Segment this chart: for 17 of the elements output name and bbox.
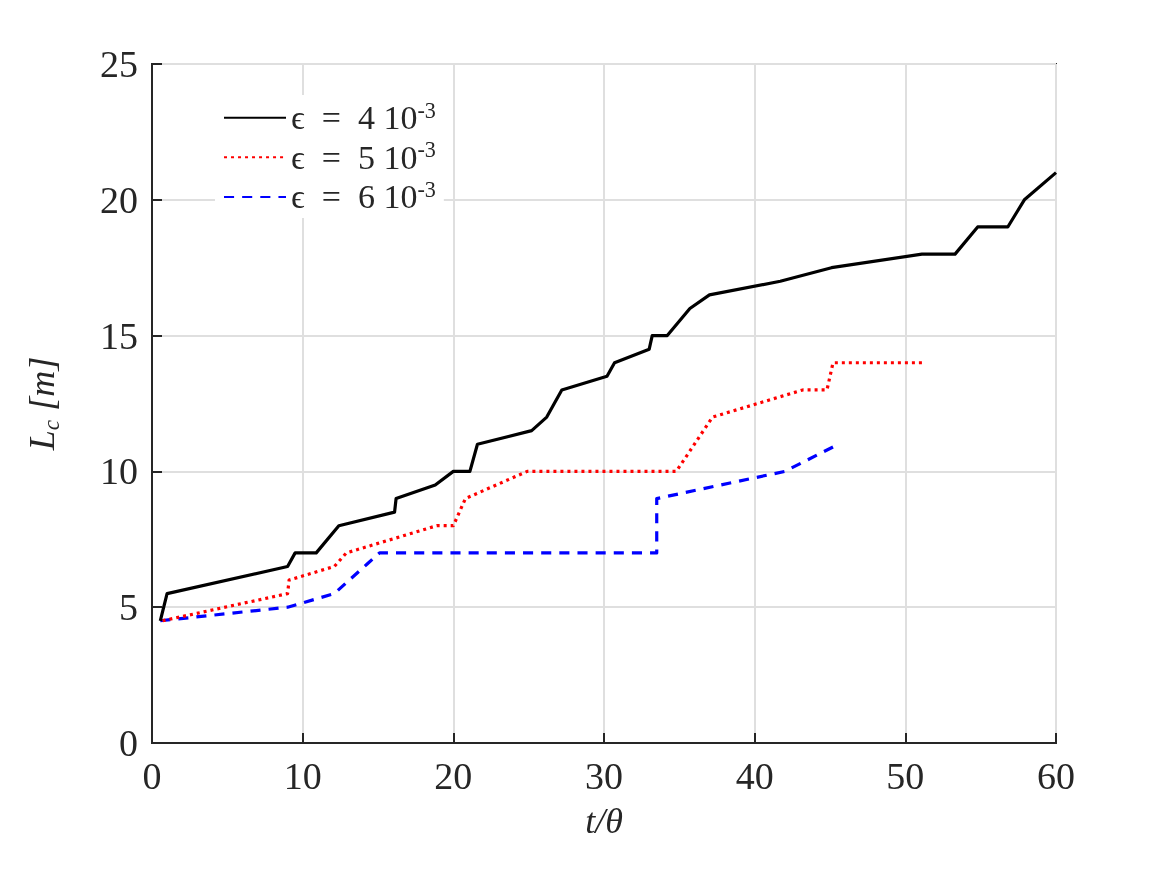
line-series bbox=[160, 361, 924, 623]
x-tick-label: 60 bbox=[1037, 755, 1075, 797]
line-series bbox=[158, 445, 835, 623]
y-tick-label: 25 bbox=[100, 43, 138, 85]
y-axis-title: Lc [m] bbox=[22, 356, 64, 452]
x-tick-label: 10 bbox=[283, 755, 322, 797]
line-series bbox=[158, 171, 1058, 623]
x-tick-label: 20 bbox=[434, 755, 473, 797]
y-tick-label: 10 bbox=[100, 450, 138, 493]
x-tick-label: 50 bbox=[886, 755, 925, 797]
y-tick-label: 0 bbox=[119, 722, 138, 764]
x-axis-title: t/θ bbox=[585, 801, 623, 841]
y-tick-label: 20 bbox=[100, 178, 138, 221]
y-tick-label: 5 bbox=[119, 586, 138, 629]
x-tick-label: 30 bbox=[585, 755, 623, 797]
x-tick-label: 40 bbox=[735, 755, 774, 797]
y-tick-label: 15 bbox=[100, 314, 138, 357]
